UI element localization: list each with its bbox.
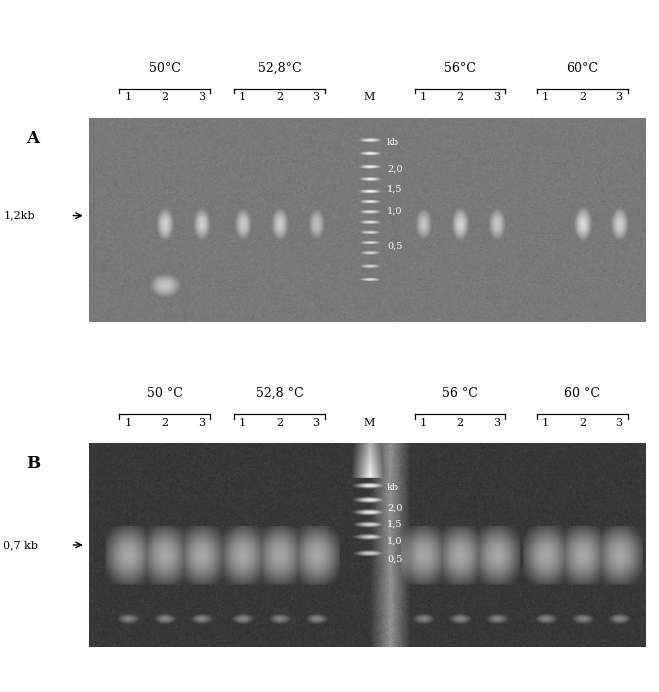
Text: 1,0: 1,0: [387, 536, 403, 545]
Text: 60°C: 60°C: [566, 62, 598, 75]
Text: 50°C: 50°C: [149, 62, 181, 75]
Text: 1,5: 1,5: [387, 185, 403, 194]
Text: 2: 2: [276, 93, 283, 102]
Text: 0,5: 0,5: [387, 555, 402, 564]
Text: 3: 3: [312, 418, 320, 428]
Text: 1,0: 1,0: [387, 207, 403, 216]
Text: B: B: [26, 455, 40, 473]
Text: 1: 1: [420, 93, 426, 102]
Text: 3: 3: [493, 93, 500, 102]
Text: 52,8 °C: 52,8 °C: [256, 387, 303, 400]
Text: 56 °C: 56 °C: [442, 387, 478, 400]
Text: 3: 3: [616, 418, 623, 428]
Text: 0,7 kb: 0,7 kb: [3, 540, 38, 550]
Text: 3: 3: [312, 93, 320, 102]
Text: 1: 1: [542, 418, 549, 428]
Text: 1: 1: [125, 93, 132, 102]
Text: 52,8°C: 52,8°C: [258, 62, 301, 75]
Text: 3: 3: [198, 418, 205, 428]
Text: 50 °C: 50 °C: [147, 387, 183, 400]
Text: 2: 2: [579, 418, 586, 428]
Text: 60 °C: 60 °C: [564, 387, 600, 400]
Text: 2: 2: [456, 418, 463, 428]
Text: 2: 2: [276, 418, 283, 428]
Text: 56°C: 56°C: [444, 62, 476, 75]
Text: 3: 3: [616, 93, 623, 102]
Text: 0,5: 0,5: [387, 242, 402, 251]
Text: M: M: [364, 418, 376, 428]
Text: 1: 1: [420, 418, 426, 428]
Text: 2,0: 2,0: [387, 504, 403, 513]
Text: 1: 1: [542, 93, 549, 102]
Text: 2: 2: [579, 93, 586, 102]
Text: 3: 3: [493, 418, 500, 428]
Text: 2,0: 2,0: [387, 164, 403, 173]
Text: kb: kb: [387, 483, 399, 492]
Text: 1: 1: [239, 93, 246, 102]
Text: kb: kb: [387, 138, 399, 147]
Text: 2: 2: [161, 93, 168, 102]
Text: 2: 2: [161, 418, 168, 428]
Text: 1: 1: [125, 418, 132, 428]
Text: M: M: [364, 93, 376, 102]
Text: 1,2kb: 1,2kb: [3, 210, 35, 221]
Text: A: A: [26, 130, 40, 147]
Text: 1: 1: [239, 418, 246, 428]
Text: 2: 2: [456, 93, 463, 102]
Text: 3: 3: [198, 93, 205, 102]
Text: 1,5: 1,5: [387, 520, 403, 529]
